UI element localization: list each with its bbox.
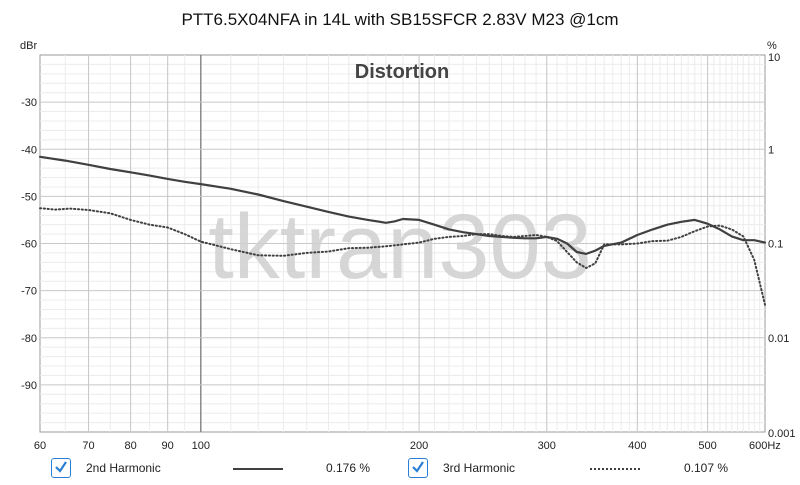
x-axis-ticks: 60 70 80 90 100 200 300 400 500 600Hz	[34, 440, 781, 452]
series-line-3rd-harmonic	[39, 207, 766, 306]
legend-swatch-2nd	[233, 468, 283, 470]
y-left-unit: dBr	[20, 40, 37, 52]
checkbox-3rd-harmonic[interactable]	[408, 458, 428, 478]
y-left-tick-label: -30	[21, 97, 37, 109]
y-right-axis-ticks: 10 1 0.1 0.01 0.001	[768, 52, 796, 440]
y-left-tick-label: -90	[21, 380, 37, 392]
series-layer	[38, 155, 767, 306]
y-right-tick-label: 0.01	[768, 333, 789, 345]
x-tick-label: 60	[34, 440, 46, 452]
series-line-2nd-harmonic	[38, 155, 767, 255]
y-left-tick-label: -80	[21, 333, 37, 345]
x-tick-label: 200	[410, 440, 428, 452]
legend-label-3rd: 3rd Harmonic	[443, 461, 516, 475]
legend-value-2nd: 0.176 %	[326, 461, 371, 475]
checkbox-2nd-harmonic[interactable]	[51, 458, 71, 478]
x-tick-label: 90	[162, 440, 174, 452]
x-tick-label: 400	[628, 440, 646, 452]
legend: 2nd Harmonic 0.176 % 3rd Harmonic 0.107 …	[0, 456, 800, 482]
y-left-tick-label: -50	[21, 191, 37, 203]
x-tick-label: 70	[82, 440, 94, 452]
x-tick-label: 100	[192, 440, 210, 452]
y-right-unit: %	[767, 40, 777, 52]
x-tick-label: 300	[538, 440, 556, 452]
x-tick-label: 80	[124, 440, 136, 452]
y-left-tick-label: -40	[21, 144, 37, 156]
y-left-tick-label: -70	[21, 286, 37, 298]
y-right-tick-label: 10	[768, 52, 780, 64]
y-left-tick-label: -60	[21, 239, 37, 251]
x-tick-label: 500	[698, 440, 716, 452]
x-tick-label: 600Hz	[749, 440, 781, 452]
legend-label-2nd: 2nd Harmonic	[86, 461, 161, 475]
chart-annotation: Distortion	[355, 61, 449, 83]
check-icon	[412, 461, 424, 473]
y-left-axis-ticks: -30 -40 -50 -60 -70 -80 -90	[21, 97, 37, 392]
legend-swatch-3rd	[590, 468, 640, 470]
y-right-tick-label: 0.001	[768, 428, 796, 440]
y-right-tick-label: 1	[768, 144, 774, 156]
chart-title: PTT6.5X04NFA in 14L with SB15SFCR 2.83V …	[181, 10, 618, 29]
y-right-tick-label: 0.1	[768, 239, 783, 251]
check-icon	[55, 461, 67, 473]
watermark-text: tktran303	[208, 196, 592, 298]
legend-value-3rd: 0.107 %	[684, 461, 729, 475]
